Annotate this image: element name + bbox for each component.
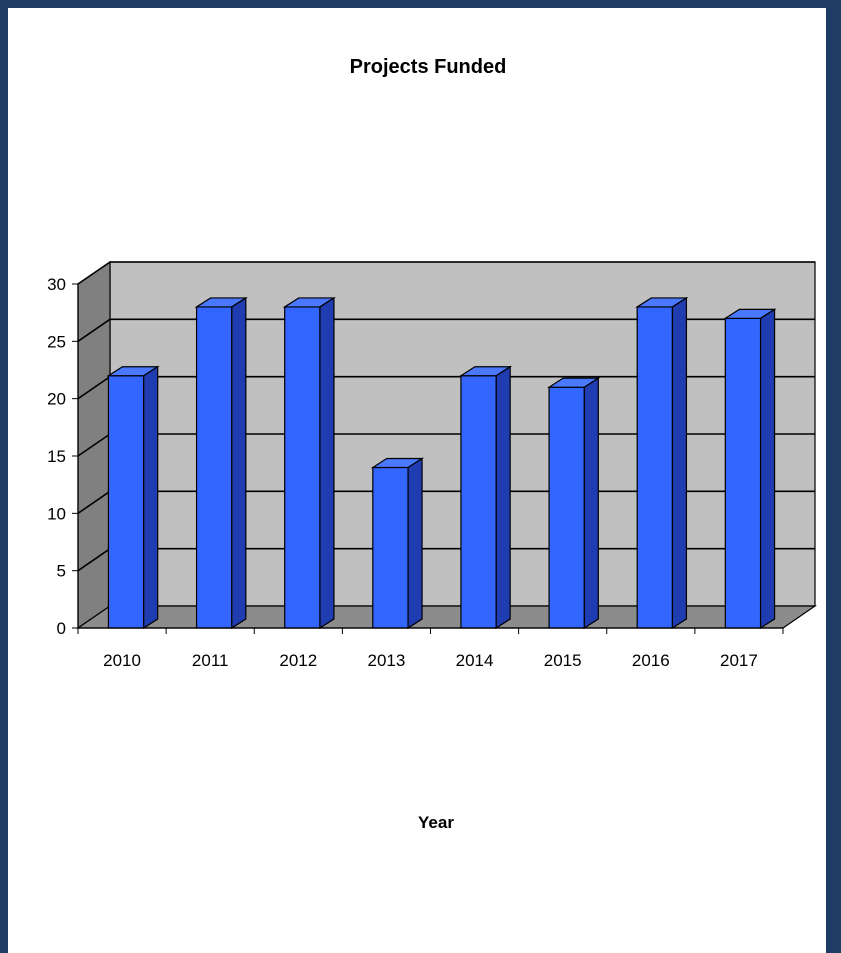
bar-front [548,386,585,629]
bar-side [143,365,159,630]
bar-front [195,306,233,629]
bar-side [495,365,511,630]
y-tick-label: 10 [47,504,66,523]
x-tick-label: 2011 [192,651,229,670]
bar-front [636,306,674,629]
chart-walls [76,260,817,630]
bar [282,296,336,630]
bar-side [407,457,423,630]
x-tick-label: 2013 [368,651,406,670]
x-tick-label: 2014 [456,651,494,670]
bar-front [460,375,497,629]
bar [106,365,160,630]
bar [635,296,689,630]
bar-front [284,306,321,629]
axes: 0 5 10 15 20 25 30 2010 2011 2012 2013 2014 2015 2016… [47,275,784,670]
bar-side [759,308,776,630]
x-tick-label: 2017 [720,651,758,670]
y-tick-label: 15 [47,447,66,466]
y-tick-label: 25 [47,332,66,351]
bar [370,457,425,630]
bar [458,365,513,630]
chart: Projects Funded Year 0 5 10 15 20 25 30 2010 201… [47,56,817,832]
bar [547,377,601,630]
bar-side [231,296,247,630]
gridline [77,261,815,285]
floor [76,605,817,629]
x-tick-label: 2015 [544,651,582,670]
y-tick-label: 20 [47,390,66,409]
x-tick-label: 2010 [103,651,141,670]
x-tick-label: 2016 [632,651,670,670]
bar-side [319,296,335,630]
chart-frame: Projects Funded Year 0 5 10 15 20 25 30 2010 201… [8,8,826,953]
x-tick-label: 2012 [279,651,317,670]
bar [723,308,777,630]
y-tick-label: 0 [57,619,66,638]
bar-front [724,317,762,629]
y-tick-label: 30 [47,275,66,294]
bar-side [583,377,599,630]
bar [194,296,248,630]
bars [106,296,777,630]
bar-side [671,296,688,630]
chart-title: Projects Funded [350,56,507,78]
y-tick-label: 5 [57,562,66,581]
x-axis-label: Year [418,813,454,832]
gridline [77,318,815,342]
bar-front [107,375,145,629]
bar-front [372,466,409,629]
